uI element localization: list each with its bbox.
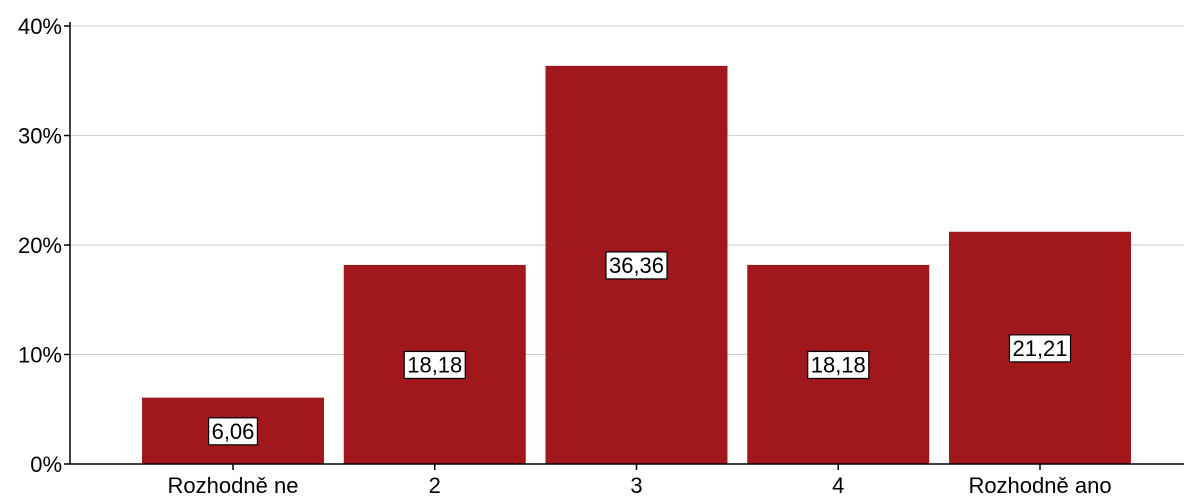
data-label-box <box>1008 334 1072 363</box>
x-tick-label: 2 <box>429 473 441 498</box>
data-label-box <box>403 350 466 380</box>
data-label-text: 18,18 <box>407 352 462 377</box>
data-label-box <box>605 251 668 280</box>
data-label-box <box>807 350 870 380</box>
data-label: 18,18 <box>403 350 466 380</box>
data-label-text: 18,18 <box>811 352 866 377</box>
data-label-box <box>207 417 259 446</box>
y-tick-label: 10% <box>18 343 62 368</box>
x-tick-label: Rozhodně ne <box>168 473 299 498</box>
data-label-text: 36,36 <box>609 253 664 278</box>
data-label: 6,06 <box>207 417 259 446</box>
data-label: 36,36 <box>605 251 668 280</box>
y-tick-label: 20% <box>18 233 62 258</box>
data-label-text: 21,21 <box>1012 336 1067 361</box>
data-label: 18,18 <box>807 350 870 380</box>
data-label-text: 6,06 <box>212 419 255 444</box>
x-tick-label: 4 <box>832 473 844 498</box>
y-tick-label: 40% <box>18 14 62 39</box>
x-tick-label: 3 <box>630 473 642 498</box>
data-label: 21,21 <box>1008 334 1072 363</box>
y-tick-label: 30% <box>18 124 62 149</box>
axes: 0% 10% 20% 30% 40% Rozhodně ne 2 3 4 Rozhodně ano <box>18 14 1184 498</box>
data-labels: 6,06 18,18 36,36 18,18 21,21 <box>207 251 1072 446</box>
y-tick-label: 0% <box>30 452 62 477</box>
x-tick-label: Rozhodně ano <box>968 473 1111 498</box>
